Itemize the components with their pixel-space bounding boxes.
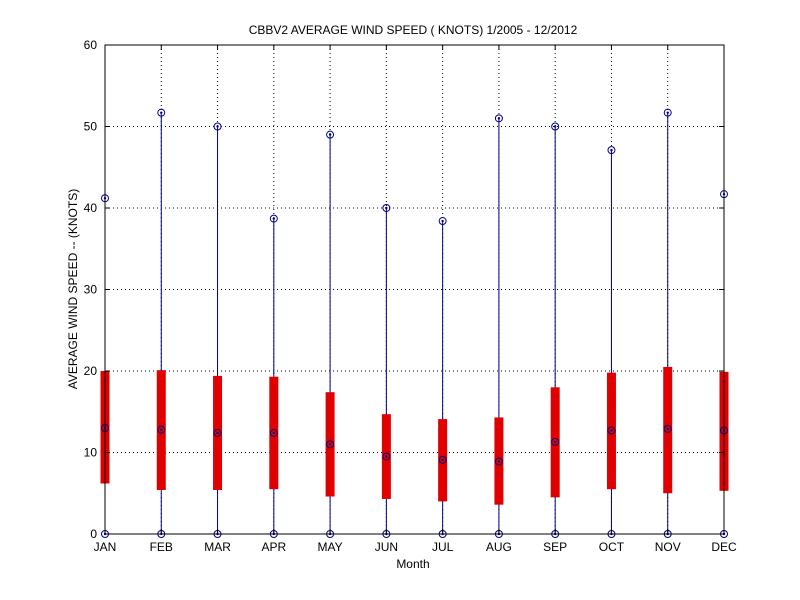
y-axis-label: AVERAGE WIND SPEED -- (KNOTS) (66, 189, 80, 389)
x-tick-label: NOV (655, 540, 681, 554)
x-tick-label: AUG (486, 540, 512, 554)
max-marker-dot (610, 148, 613, 152)
y-tick-label: 50 (84, 120, 98, 134)
y-tick-label: 20 (84, 364, 98, 378)
median-marker-dot (328, 443, 332, 446)
max-marker-dot (497, 117, 501, 120)
median-marker (213, 428, 222, 437)
max-marker-dot (553, 125, 557, 128)
axis-ticks: 0 10 20 30 40 50 60 JAN FEB MAR APR MAY JUN JUL AUG SEP… (84, 38, 737, 554)
chart-title: CBBV2 AVERAGE WIND SPEED ( KNOTS) 1/2005… (249, 23, 578, 37)
x-tick-label: DEC (711, 540, 737, 554)
max-marker-dot (216, 125, 219, 128)
max-marker (326, 130, 335, 139)
iqr-bar (663, 366, 673, 494)
median-marker (607, 426, 616, 435)
x-tick-label: MAY (318, 540, 343, 554)
max-marker (213, 122, 222, 131)
y-tick-label: 60 (84, 38, 98, 52)
median-marker (326, 440, 335, 449)
max-marker (157, 108, 166, 117)
x-tick-label: JUL (432, 540, 454, 554)
median-marker-dot (216, 431, 219, 435)
median-marker (494, 457, 503, 466)
max-marker (551, 122, 560, 131)
median-marker (269, 428, 278, 437)
median-marker-dot (272, 431, 276, 435)
max-marker-dot (160, 111, 163, 114)
median-marker-dot (497, 460, 501, 463)
x-tick-label: APR (261, 540, 286, 554)
max-marker (607, 146, 616, 155)
y-tick-label: 0 (90, 527, 97, 541)
y-tick-label: 30 (84, 283, 98, 297)
max-marker-dot (385, 206, 388, 210)
median-marker (438, 455, 447, 464)
median-marker (551, 437, 560, 446)
x-tick-label: JAN (94, 540, 117, 554)
max-marker (438, 217, 447, 226)
median-marker-dot (666, 427, 669, 431)
x-tick-label: SEP (543, 540, 567, 554)
box-nov (663, 108, 673, 538)
median-marker-dot (610, 429, 613, 432)
box-apr (269, 214, 279, 538)
median-marker-dot (441, 458, 444, 462)
x-axis-label: Month (396, 557, 429, 571)
max-marker-dot (272, 217, 276, 220)
box-mar (213, 122, 223, 538)
y-tick-label: 40 (84, 201, 98, 215)
max-marker-dot (666, 111, 669, 114)
max-marker (494, 114, 503, 123)
max-marker-dot (328, 133, 332, 136)
median-marker (157, 425, 166, 434)
max-marker-dot (441, 219, 444, 223)
max-marker (269, 214, 278, 223)
median-marker-dot (160, 428, 163, 431)
max-marker (382, 204, 391, 212)
median-marker (663, 424, 672, 433)
median-marker (382, 452, 391, 461)
median-marker-dot (385, 455, 388, 458)
x-tick-label: JUN (375, 540, 398, 554)
y-tick-label: 10 (84, 446, 98, 460)
max-marker (663, 108, 672, 117)
x-tick-label: OCT (599, 540, 625, 554)
x-tick-label: FEB (150, 540, 173, 554)
median-marker-dot (553, 440, 557, 444)
x-tick-label: MAR (204, 540, 231, 554)
